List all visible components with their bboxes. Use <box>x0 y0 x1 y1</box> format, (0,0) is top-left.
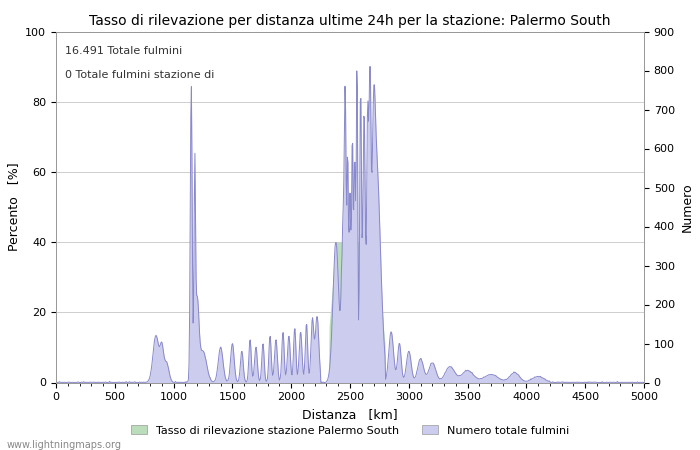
X-axis label: Distanza   [km]: Distanza [km] <box>302 408 398 421</box>
Y-axis label: Numero: Numero <box>680 182 694 232</box>
Text: 16.491 Totale fulmini: 16.491 Totale fulmini <box>65 45 182 55</box>
Y-axis label: Percento   [%]: Percento [%] <box>7 163 20 251</box>
Legend: Tasso di rilevazione stazione Palermo South, Numero totale fulmini: Tasso di rilevazione stazione Palermo So… <box>126 421 574 440</box>
Text: www.lightningmaps.org: www.lightningmaps.org <box>7 440 122 450</box>
Title: Tasso di rilevazione per distanza ultime 24h per la stazione: Palermo South: Tasso di rilevazione per distanza ultime… <box>90 14 610 27</box>
Text: 0 Totale fulmini stazione di: 0 Totale fulmini stazione di <box>65 70 214 80</box>
